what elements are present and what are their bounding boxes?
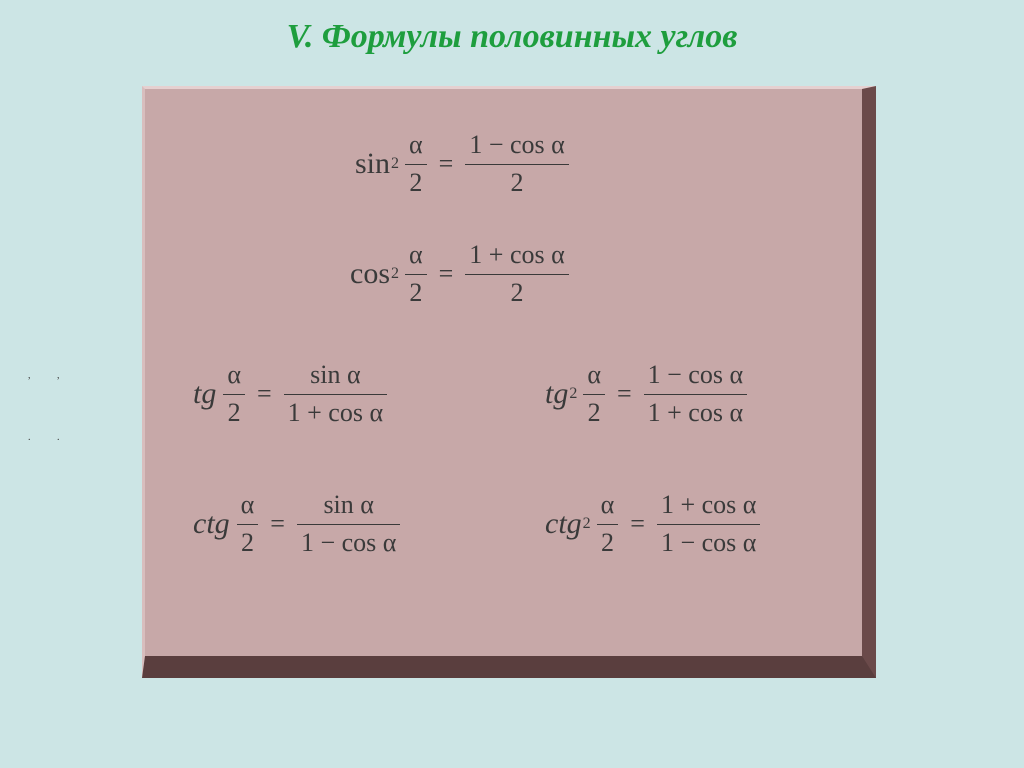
frac-num: 1 + cos α (657, 489, 760, 522)
formula-tg: tg α 2 = sin α 1 + cos α (193, 359, 391, 429)
frac-den: 2 (237, 527, 258, 560)
lhs-fraction: α 2 (583, 359, 605, 429)
frac-num: sin α (319, 489, 377, 522)
rhs-fraction: 1 − cos α 2 (465, 129, 568, 199)
page-title: V. Формулы половинных углов (0, 0, 1024, 66)
frac-bar (465, 274, 568, 275)
lhs-fraction: α 2 (597, 489, 619, 559)
frac-num: 1 − cos α (465, 129, 568, 162)
frac-den: 2 (405, 277, 426, 310)
frac-den: 2 (507, 277, 528, 310)
rhs-fraction: sin α 1 − cos α (297, 489, 400, 559)
frac-bar (284, 394, 387, 395)
frac-bar (644, 394, 747, 395)
formula-sin2: sin 2 α 2 = 1 − cos α 2 (355, 129, 573, 199)
frac-num: α (597, 489, 619, 522)
rhs-fraction: 1 + cos α 2 (465, 239, 568, 309)
fn-label: ctg (545, 507, 582, 541)
frac-den: 1 + cos α (644, 397, 747, 430)
equals: = (270, 509, 285, 539)
formula-tg2: tg 2 α 2 = 1 − cos α 1 + cos α (545, 359, 751, 429)
frac-bar (297, 524, 400, 525)
frac-bar (237, 524, 259, 525)
exponent: 2 (391, 265, 399, 283)
frac-bar (405, 274, 427, 275)
fn-label: ctg (193, 507, 230, 541)
equals: = (439, 259, 454, 289)
exponent: 2 (569, 385, 577, 403)
rhs-fraction: sin α 1 + cos α (284, 359, 387, 429)
equals: = (617, 379, 632, 409)
fn-label: sin (355, 147, 390, 181)
formula-ctg2: ctg 2 α 2 = 1 + cos α 1 − cos α (545, 489, 764, 559)
frac-bar (405, 164, 427, 165)
frac-den: 2 (584, 397, 605, 430)
rhs-fraction: 1 + cos α 1 − cos α (657, 489, 760, 559)
frac-bar (583, 394, 605, 395)
frac-num: α (405, 129, 427, 162)
lhs-fraction: α 2 (237, 489, 259, 559)
frac-num: α (405, 239, 427, 272)
equals: = (630, 509, 645, 539)
decoration-dots-1: , , (28, 370, 72, 381)
frac-den: 2 (597, 527, 618, 560)
frac-num: α (583, 359, 605, 392)
fn-label: cos (350, 257, 390, 291)
frac-bar (223, 394, 245, 395)
frac-num: α (223, 359, 245, 392)
lhs-fraction: α 2 (405, 239, 427, 309)
frac-den: 2 (224, 397, 245, 430)
frac-den: 1 + cos α (284, 397, 387, 430)
frac-den: 2 (507, 167, 528, 200)
formula-panel-inner: sin 2 α 2 = 1 − cos α 2 cos 2 α 2 = (142, 86, 876, 678)
exponent: 2 (391, 155, 399, 173)
exponent: 2 (583, 515, 591, 533)
frac-bar (597, 524, 619, 525)
equals: = (257, 379, 272, 409)
lhs-fraction: α 2 (223, 359, 245, 429)
lhs-fraction: α 2 (405, 129, 427, 199)
decoration-dots-2: . . (28, 432, 72, 443)
frac-num: sin α (306, 359, 364, 392)
frac-den: 1 − cos α (657, 527, 760, 560)
frac-num: α (237, 489, 259, 522)
frac-num: 1 − cos α (644, 359, 747, 392)
frac-num: 1 + cos α (465, 239, 568, 272)
formula-ctg: ctg α 2 = sin α 1 − cos α (193, 489, 404, 559)
rhs-fraction: 1 − cos α 1 + cos α (644, 359, 747, 429)
equals: = (439, 149, 454, 179)
fn-label: tg (193, 377, 216, 411)
formula-panel: sin 2 α 2 = 1 − cos α 2 cos 2 α 2 = (136, 80, 888, 700)
frac-den: 1 − cos α (297, 527, 400, 560)
fn-label: tg (545, 377, 568, 411)
frac-bar (657, 524, 760, 525)
frac-bar (465, 164, 568, 165)
formula-cos2: cos 2 α 2 = 1 + cos α 2 (350, 239, 573, 309)
frac-den: 2 (405, 167, 426, 200)
